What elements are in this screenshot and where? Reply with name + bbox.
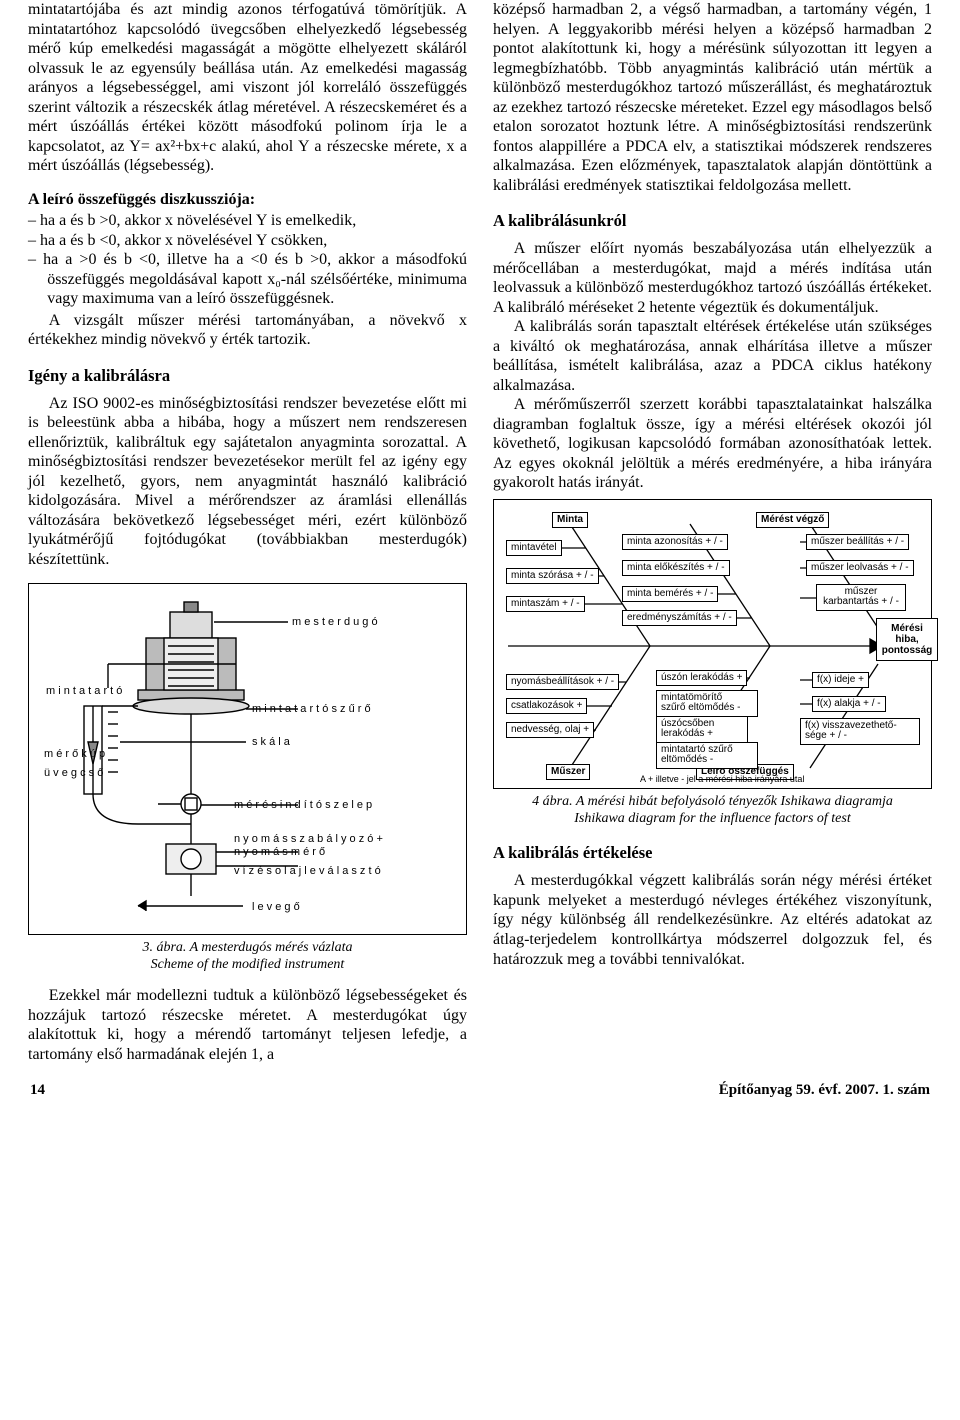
discussion-list: ha a és b >0, akkor x növelésével Y is e… [28, 211, 467, 309]
fb-tr-1: műszer beállítás + / - [806, 534, 909, 551]
figure-3-caption: 3. ábra. A mesterdugós mérés vázlata Sch… [28, 940, 467, 974]
disc-after: A vizsgált műszer mérési tartományában, … [28, 311, 467, 350]
disc-item-3: ha a >0 és b <0, illetve ha a <0 és b >0… [28, 250, 467, 309]
ert-para: A mesterdugókkal végzett kalibrálás sorá… [493, 871, 932, 969]
fb-bm-3: úszócsőbenlerakódás + [656, 716, 748, 743]
igeny-para: Az ISO 9002-es minőségbiztosítási rendsz… [28, 394, 467, 570]
heading-kalibralas: A kalibrálásunkról [493, 211, 932, 231]
right-top-para: középső harmadban 2, a végső harmadban, … [493, 0, 932, 195]
lbl-viz: v í z é s o l a j l e v á l a s z t ó [234, 865, 381, 877]
fb-bm-1: úszón lerakódás + [656, 670, 747, 687]
lbl-uvegcso: ü v e g c s ő [44, 767, 103, 779]
fb-tr-2: műszer leolvasás + / - [806, 560, 914, 577]
right-column: középső harmadban 2, a végső harmadban, … [493, 0, 932, 1064]
disc-item-1: ha a és b >0, akkor x növelésével Y is e… [28, 211, 467, 231]
lbl-merokup: m é r ő k ú p [44, 748, 105, 760]
fb-footnote: A + illetve - jel a mérési hiba irányára… [640, 774, 804, 784]
fb-br-2: f(x) alakja + / - [812, 696, 886, 713]
lbl-szelep: m é r é s i n d í t ó s z e l e p [234, 799, 372, 811]
fb-tl-1: mintavétel [506, 540, 562, 557]
figure-3-svg: m e s t e r d u g ó m i n t a t a r t ó … [38, 594, 458, 924]
fb-tm-2: minta előkészítés + / - [622, 560, 730, 577]
fb-tm-1: minta azonosítás + / - [622, 534, 728, 551]
fb-tl-3: mintaszám + / - [506, 596, 585, 613]
fb-bm-2: mintatömörítőszűrő eltömődés - [656, 690, 758, 717]
fb-tm-4: eredményszámítás + / - [622, 610, 737, 627]
fb-bl-1: nyomásbeállítások + / - [506, 674, 619, 691]
after-fig3-para: Ezekkel már modellezni tudtuk a különböz… [28, 986, 467, 1064]
lbl-nyomas1: n y o m á s s z a b á l y o z ó + [234, 833, 383, 845]
kal-p1: A műszer előírt nyomás beszabályozása ut… [493, 239, 932, 317]
page-footer: 14 Építőanyag 59. évf. 2007. 1. szám [28, 1082, 932, 1099]
kal-p2: A kalibrálás során tapasztalt eltérések … [493, 317, 932, 395]
disc-item-2: ha a és b <0, akkor x növelésével Y csök… [28, 231, 467, 251]
fb-br-1: f(x) ideje + [812, 672, 869, 689]
discussion-title: A leíró összefüggés diszkussziója: [28, 190, 467, 210]
heading-igeny: Igény a kalibrálásra [28, 366, 467, 386]
lbl-mintatarto: m i n t a t a r t ó [46, 685, 122, 697]
lbl-mtszuro: m i n t a t a r t ó s z ű r ő [252, 703, 371, 715]
fb-br-3: f(x) visszavezethető-sége + / - [800, 718, 920, 745]
lbl-levego: l e v e g ő [252, 901, 300, 913]
lbl-mesterdugo: m e s t e r d u g ó [292, 616, 378, 628]
figure-4-box: Minta Mérést végző Műszer Leíró összefüg… [493, 499, 932, 789]
fb-result: Mérésihiba,pontosság [876, 618, 938, 661]
fb-bl-2: csatlakozások + [506, 698, 587, 715]
left-column: mintatartójába és azt mindig azonos térf… [28, 0, 467, 1064]
fb-tl-2: minta szórása + / - [506, 568, 599, 585]
issue-info: Építőanyag 59. évf. 2007. 1. szám [719, 1082, 930, 1099]
fb-bl-3: nedvesség, olaj + [506, 722, 594, 739]
fb-head-minta: Minta [552, 512, 588, 529]
fb-tm-3: minta bemérés + / - [622, 586, 718, 603]
fb-head-vegzo: Mérést végző [756, 512, 829, 529]
heading-ertekeles: A kalibrálás értékelése [493, 843, 932, 863]
para-intro: mintatartójába és azt mindig azonos térf… [28, 0, 467, 176]
fb-bm-4: mintatartó szűrőeltömődés - [656, 742, 758, 769]
figure-3-box: m e s t e r d u g ó m i n t a t a r t ó … [28, 583, 467, 935]
page-number: 14 [30, 1082, 45, 1099]
lbl-skala: s k á l a [252, 736, 291, 748]
figure-4-caption: 4 ábra. A mérési hibát befolyásoló ténye… [493, 794, 932, 828]
kal-p3: A mérőműszerről szerzett korábbi tapaszt… [493, 395, 932, 493]
fishbone-diagram: Minta Mérést végző Műszer Leíró összefüg… [500, 506, 938, 786]
lbl-nyomas2: n y o m á s m é r ő [234, 846, 325, 858]
fb-head-muszer: Műszer [546, 764, 590, 781]
fb-tr-3: műszerkarbantartás + / - [816, 584, 906, 611]
